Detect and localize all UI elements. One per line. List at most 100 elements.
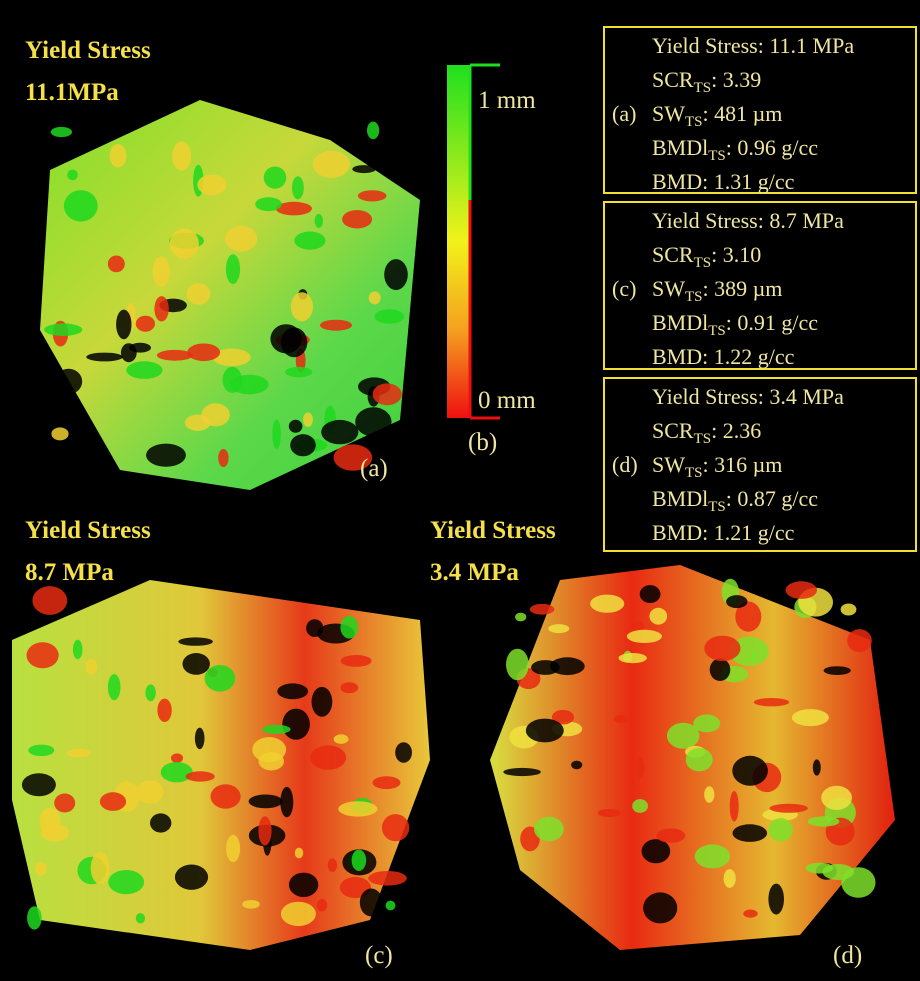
texture-spot — [352, 850, 367, 871]
texture-spot — [340, 616, 358, 639]
texture-spot — [515, 613, 526, 622]
texture-spot — [157, 699, 171, 722]
texture-spot — [369, 291, 381, 304]
texture-spot — [285, 367, 312, 377]
texture-spot — [121, 343, 137, 362]
texture-spot — [352, 165, 376, 173]
texture-spot — [146, 444, 186, 467]
texture-spot — [44, 323, 82, 336]
texture-spot — [733, 824, 768, 842]
texture-spot — [51, 127, 72, 137]
texture-spot — [197, 175, 226, 196]
figure: 1 mm 0 mm (b) Yield Stress11.1MPa(a)Yiel… — [0, 0, 920, 981]
texture-spot — [226, 254, 240, 284]
texture-spot — [51, 427, 68, 440]
info-box-label: (a) — [612, 101, 636, 126]
texture-spot — [294, 232, 325, 250]
panel-title: Yield Stress — [430, 517, 556, 544]
texture-spot — [54, 794, 75, 813]
texture-spot — [27, 906, 42, 929]
info-value: : 0.96 g/cc — [726, 135, 818, 160]
info-line: BMD: 1.21 g/cc — [652, 520, 795, 545]
texture-spot — [704, 786, 714, 803]
texture-spot — [328, 858, 337, 872]
texture-spot — [108, 674, 121, 700]
texture-spot — [249, 795, 283, 809]
texture-spot — [100, 792, 126, 811]
texture-spot — [315, 214, 323, 228]
info-text: BMD: 1.21 g/cc — [652, 520, 795, 545]
info-line: SWTS: 316 µm — [652, 452, 782, 481]
texture-spot — [632, 799, 648, 813]
texture-spot — [277, 683, 308, 699]
texture-spot — [262, 725, 290, 734]
texture-spot — [218, 449, 228, 467]
info-subscript: TS — [708, 499, 726, 515]
texture-spot — [317, 899, 327, 911]
info-subscript: TS — [685, 289, 703, 305]
texture-spot — [384, 259, 408, 290]
info-box-label: (c) — [612, 276, 636, 301]
info-line: Yield Stress: 11.1 MPa — [652, 33, 854, 58]
texture-spot — [136, 316, 155, 332]
texture-spot — [26, 642, 58, 668]
texture-spot — [280, 787, 293, 817]
texture-spot — [769, 818, 793, 841]
texture-spot — [289, 873, 318, 897]
info-value: : 481 µm — [703, 101, 783, 126]
texture-spot — [211, 784, 241, 808]
texture-spot — [154, 296, 168, 321]
texture-spot — [823, 864, 855, 880]
texture-spot — [171, 753, 183, 763]
texture-spot — [375, 309, 405, 323]
texture-spot — [749, 652, 757, 661]
info-subscript: TS — [685, 114, 703, 130]
info-line: SWTS: 481 µm — [652, 101, 782, 130]
texture-spot — [67, 170, 78, 181]
info-line: SWTS: 389 µm — [652, 276, 782, 305]
texture-spot — [534, 817, 564, 841]
panel-value: 3.4 MPa — [430, 559, 519, 586]
texture-spot — [368, 871, 407, 886]
colorbar — [447, 65, 469, 418]
texture-spot — [590, 595, 624, 613]
texture-spot — [320, 320, 352, 331]
page: 1 mm 0 mm (b) Yield Stress11.1MPa(a)Yiel… — [0, 0, 920, 981]
texture-spot — [295, 848, 303, 859]
texture-spot — [821, 786, 852, 810]
panel-title: Yield Stress — [25, 37, 151, 64]
texture-spot — [619, 653, 647, 663]
texture-spot — [642, 839, 671, 863]
info-line: BMD: 1.31 g/cc — [652, 169, 795, 194]
info-subscript: TS — [694, 255, 712, 271]
panel-title: Yield Stress — [25, 517, 151, 544]
colorbar-bottom-label: 0 mm — [478, 387, 536, 414]
texture-spot — [126, 361, 162, 379]
texture-spot — [386, 901, 396, 911]
texture-spot — [340, 682, 358, 693]
texture-spot — [360, 889, 383, 917]
texture-spot — [342, 210, 372, 228]
panel-value: 8.7 MPa — [25, 559, 114, 586]
info-text: BMDl — [652, 135, 708, 160]
info-value: : 2.36 — [711, 418, 761, 443]
texture-spot — [768, 884, 784, 915]
info-line: BMD: 1.22 g/cc — [652, 344, 795, 369]
texture-spot — [571, 761, 582, 770]
texture-spot — [338, 801, 377, 816]
texture-spot — [503, 768, 541, 776]
panel-label: (a) — [360, 455, 388, 482]
texture-spot — [170, 229, 199, 259]
texture-spot — [86, 353, 123, 362]
info-box-label: (d) — [612, 452, 638, 477]
texture-spot — [306, 619, 323, 637]
texture-spot — [242, 900, 260, 909]
texture-spot — [754, 698, 789, 706]
info-text: SW — [652, 101, 685, 126]
texture-spot — [136, 913, 145, 923]
info-subscript: TS — [708, 148, 726, 164]
texture-spot — [341, 655, 372, 667]
info-subscript: TS — [708, 323, 726, 339]
texture-spot — [321, 420, 358, 444]
texture-spot — [770, 804, 808, 813]
